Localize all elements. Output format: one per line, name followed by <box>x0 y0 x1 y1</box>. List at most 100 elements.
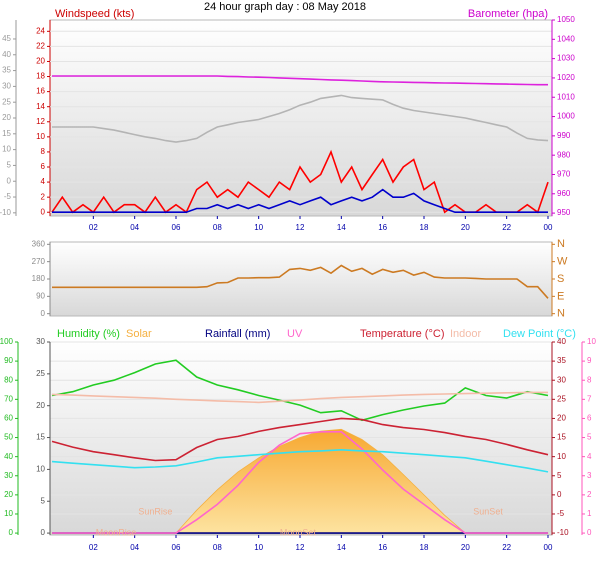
y-tick-label: 80 <box>4 375 13 384</box>
y-tick-label: N <box>557 238 565 250</box>
y-tick-label: S <box>557 273 564 285</box>
y-tick-label: 4 <box>587 452 592 461</box>
y-tick-label: 5 <box>41 496 46 505</box>
x-tick-label: 02 <box>89 543 98 552</box>
y-tick-label: 3 <box>587 471 592 480</box>
y-tick-label: 180 <box>32 274 46 283</box>
annotation: SunSet <box>473 506 503 516</box>
y-tick-label: 270 <box>32 257 46 266</box>
x-tick-label: 10 <box>254 223 263 232</box>
y-tick-label: 1030 <box>557 54 575 63</box>
y-tick-label: 2 <box>587 490 592 499</box>
y-tick-label: 950 <box>557 208 571 217</box>
y-tick-label: 0 <box>9 528 14 537</box>
x-tick-label: 04 <box>130 543 139 552</box>
y-tick-label: -5 <box>557 509 565 518</box>
y-tick-label: 9 <box>587 356 592 365</box>
y-tick-label: W <box>557 256 568 268</box>
x-tick-label: 22 <box>502 223 511 232</box>
y-tick-label: N <box>557 308 565 320</box>
x-tick-label: 12 <box>296 543 305 552</box>
plot <box>52 264 549 299</box>
x-tick-label: 20 <box>461 223 470 232</box>
y-tick-label: 35 <box>2 66 11 75</box>
y-tick-label: -10 <box>0 208 12 217</box>
y-tick-label: 60 <box>4 414 13 423</box>
y-tick-label: 20 <box>36 401 45 410</box>
x-tick-label: 04 <box>130 223 139 232</box>
panel: -10-505101520253035404502468101214161820… <box>0 1 575 232</box>
annotation: SunRise <box>138 506 172 516</box>
y-tick-label: 0 <box>41 528 46 537</box>
y-tick-label: 6 <box>587 414 592 423</box>
line <box>51 391 548 404</box>
y-tick-label: 20 <box>4 490 13 499</box>
line <box>51 448 549 473</box>
panel: 0102030405060708090100051015202530-10-50… <box>0 328 596 552</box>
x-tick-label: 06 <box>172 223 181 232</box>
y-tick-label: E <box>557 290 564 302</box>
y-tick-label: 0 <box>557 490 562 499</box>
y-tick-label: 25 <box>2 97 11 106</box>
y-tick-label: 10 <box>36 132 45 141</box>
legend-entry: Rainfall (mm) <box>205 328 270 340</box>
y-tick-label: 25 <box>557 394 566 403</box>
x-tick-label: 22 <box>502 543 511 552</box>
y-tick-label: -5 <box>4 192 12 201</box>
y-tick-label: 40 <box>4 452 13 461</box>
y-tick-label: 40 <box>557 337 566 346</box>
legend-entry: Humidity (%) <box>57 328 120 340</box>
line <box>52 264 549 299</box>
y-tick-label: 6 <box>41 162 46 171</box>
y-tick-label: 40 <box>2 50 11 59</box>
x-tick-label: 08 <box>213 223 222 232</box>
y-tick-label: 18 <box>36 72 45 81</box>
y-tick-label: 5 <box>557 471 562 480</box>
line <box>52 188 548 213</box>
line <box>51 359 549 422</box>
y-tick-label: 10 <box>2 145 11 154</box>
y-tick-label: 50 <box>4 433 13 442</box>
y-tick-label: 10 <box>587 337 596 346</box>
y-tick-label: 0 <box>41 207 46 216</box>
y-tick-label: 24 <box>36 26 45 35</box>
y-tick-label: 15 <box>557 433 566 442</box>
line <box>52 431 548 534</box>
y-tick-label: 970 <box>557 170 571 179</box>
x-tick-label: 02 <box>89 223 98 232</box>
plot-area <box>49 241 553 317</box>
x-tick-label: 20 <box>461 543 470 552</box>
y-tick-label: 8 <box>41 147 46 156</box>
y-tick-label: 10 <box>557 452 566 461</box>
legend-entry: Solar <box>126 328 152 340</box>
chart-title: 24 hour graph day : 08 May 2018 <box>204 1 366 13</box>
y-tick-label: 16 <box>36 87 45 96</box>
y-tick-label: -10 <box>557 528 569 537</box>
legend-entry: UV <box>287 328 303 340</box>
y-tick-label: 30 <box>2 81 11 90</box>
y-tick-label: 20 <box>557 414 566 423</box>
y-tick-label: 100 <box>0 337 14 346</box>
x-tick-label: 18 <box>420 223 429 232</box>
y-tick-label: 1 <box>587 509 592 518</box>
plot-area <box>49 19 553 217</box>
y-tick-label: 30 <box>557 375 566 384</box>
x-tick-label: 00 <box>544 223 553 232</box>
y-tick-label: 0 <box>41 309 46 318</box>
y-tick-label: 14 <box>36 102 45 111</box>
y-tick-label: 360 <box>32 239 46 248</box>
y-tick-label: 25 <box>36 369 45 378</box>
line <box>52 75 548 86</box>
axis-label: Windspeed (kts) <box>55 8 134 20</box>
y-tick-label: 1040 <box>557 34 575 43</box>
y-tick-label: 20 <box>36 57 45 66</box>
y-tick-label: 45 <box>2 34 11 43</box>
x-tick-label: 08 <box>213 543 222 552</box>
y-tick-label: 4 <box>41 177 46 186</box>
y-tick-label: 20 <box>2 113 11 122</box>
y-tick-label: 960 <box>557 189 571 198</box>
y-tick-label: 990 <box>557 131 571 140</box>
